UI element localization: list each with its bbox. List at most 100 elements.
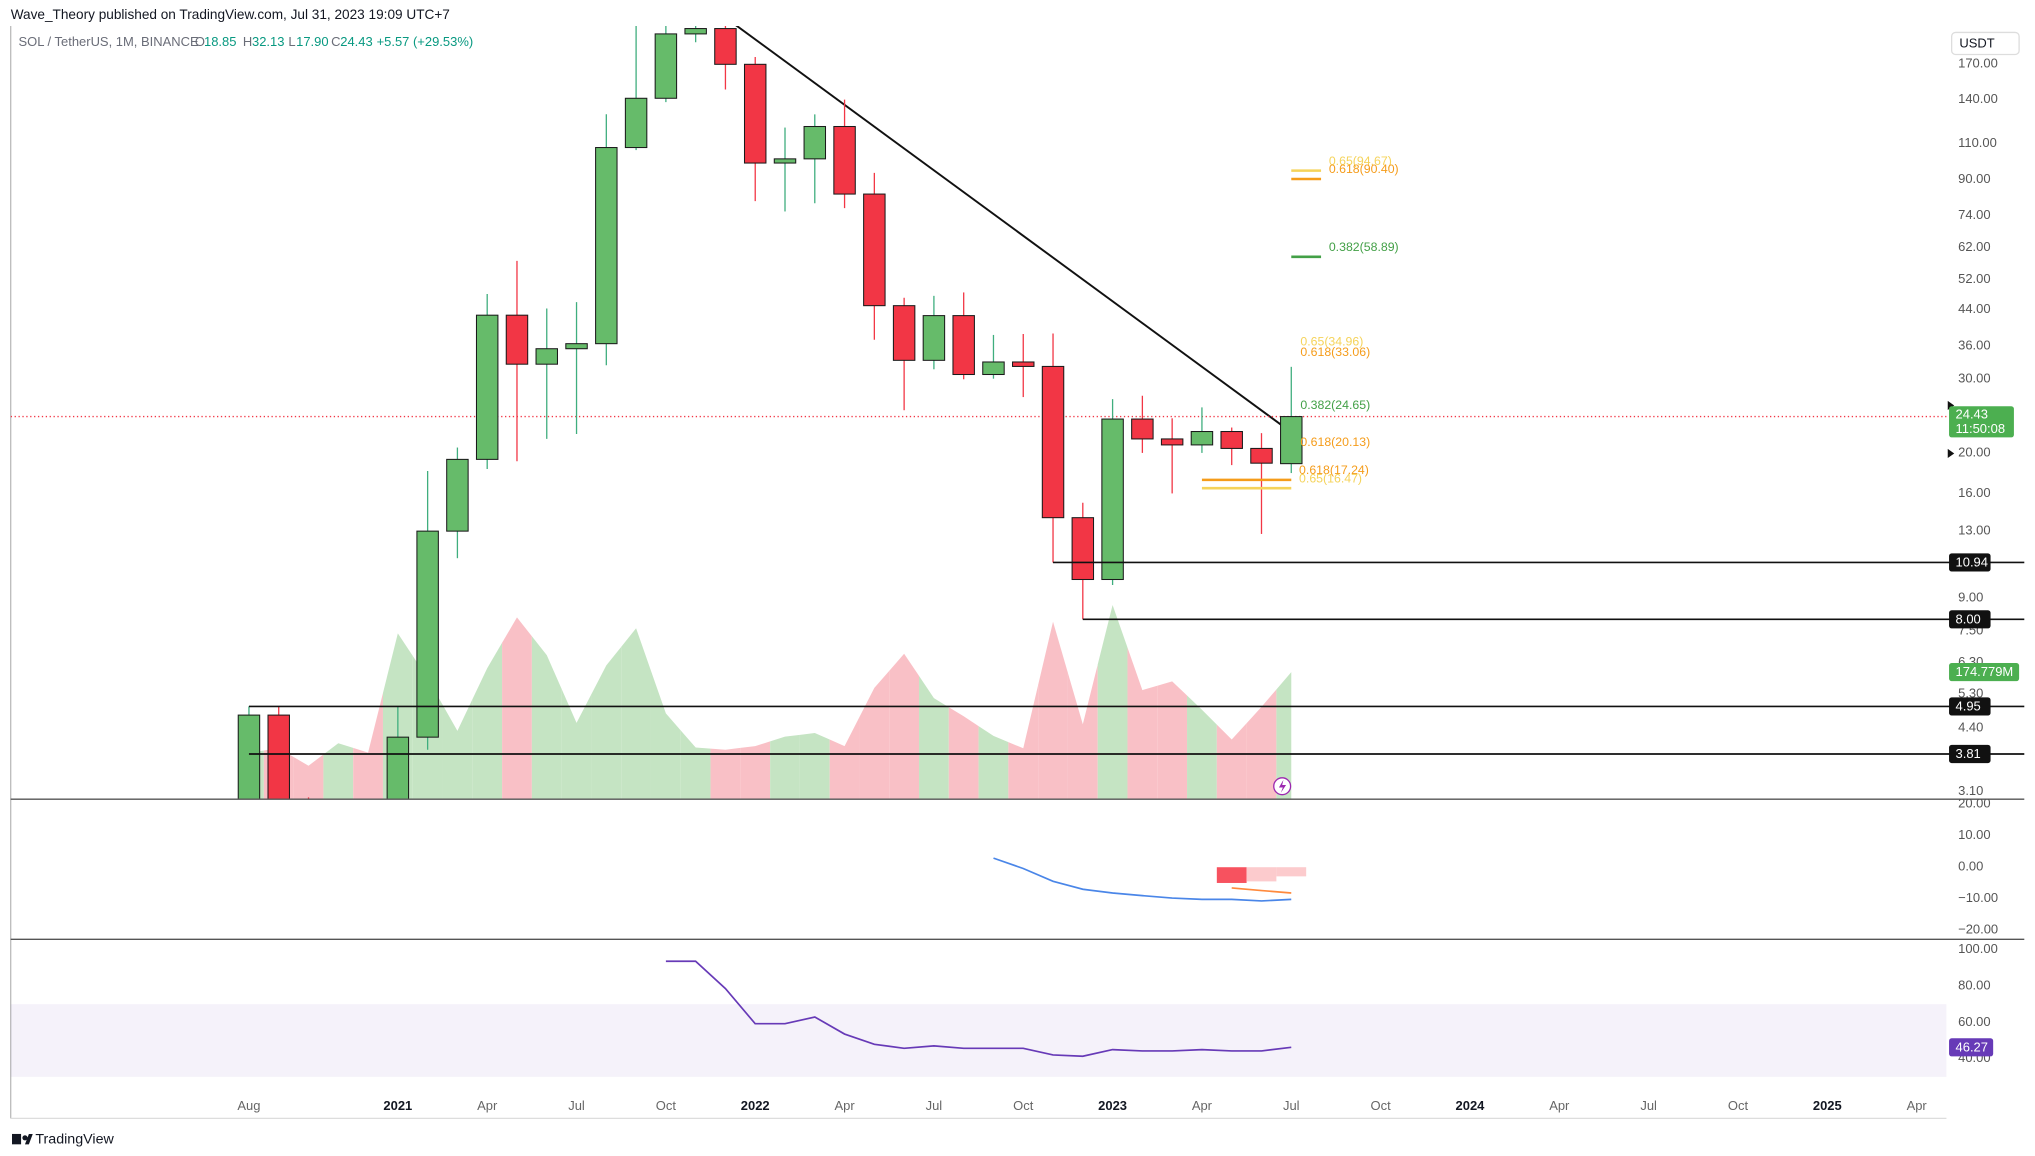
candle-body (1190, 431, 1214, 446)
ohlc-key: O (195, 34, 205, 49)
volume-area (680, 730, 711, 800)
ohlc-key: H (243, 34, 252, 49)
candle-body (1160, 438, 1184, 446)
volume-area (1187, 695, 1217, 800)
ohlc-value: 17.90 (296, 34, 328, 49)
signal-line (1231, 887, 1292, 894)
volume-area (591, 646, 622, 800)
rsi-label-box (1949, 1038, 1994, 1057)
level-label: 4.95 (1956, 699, 1981, 714)
x-tick-label: Jul (1640, 1098, 1657, 1113)
y-tick-label: 74.00 (1958, 207, 1990, 222)
volume-area (323, 743, 354, 800)
level-label-box (1949, 697, 1991, 716)
candle-body (684, 28, 707, 35)
y-tick-label: 110.00 (1958, 135, 1997, 150)
x-tick-label: Jul (1283, 1098, 1300, 1113)
volume-area (293, 754, 324, 800)
volume-area (442, 699, 473, 800)
volume-area (1276, 672, 1292, 800)
candle-body (505, 314, 529, 365)
y-tick-label: 5.30 (1958, 685, 1983, 700)
y-tick-label: 170.00 (1958, 56, 1998, 71)
candle-body (863, 193, 886, 307)
volume-area (978, 726, 1009, 800)
fib-label: 0.618(33.06) (1300, 345, 1370, 359)
x-tick-label: Oct (1013, 1098, 1034, 1113)
fib-label: 0.65(94.67) (1329, 154, 1392, 168)
candle-body (1071, 517, 1095, 581)
y-tick-label: 16.00 (1958, 485, 1990, 500)
fib-label: 0.618(17.24) (1299, 463, 1369, 477)
fib-label: 0.382(58.89) (1329, 240, 1399, 254)
x-tick-label: 2022 (741, 1098, 770, 1113)
candle-body (416, 530, 439, 738)
change: +5.57 (+29.53%) (377, 34, 474, 49)
volume-area (829, 717, 860, 800)
y-tick-label: 13.00 (1958, 523, 1990, 538)
x-tick-label: Apr (1192, 1098, 1213, 1113)
volume-area (799, 733, 830, 800)
currency-box[interactable] (1950, 31, 2020, 56)
x-tick-label: Apr (477, 1098, 498, 1113)
candle-body (475, 314, 499, 460)
candle-body (714, 28, 737, 65)
volume-area (1008, 685, 1039, 800)
event-icon-bolt (1278, 779, 1287, 793)
level-label: 8.00 (1956, 611, 1981, 626)
candle-body (1280, 416, 1303, 465)
candle-body (803, 125, 827, 160)
candle-body (743, 63, 767, 164)
rsi-band (10, 1004, 1947, 1077)
volume-area (889, 653, 920, 800)
footer-brand: TradingView (35, 1132, 114, 1148)
candle-body (535, 348, 558, 365)
level-label: 10.94 (1956, 555, 1988, 570)
ohlc-value: 18.85 (204, 34, 236, 49)
candle-body (773, 158, 797, 164)
y-tick-label: 4.40 (1958, 719, 1983, 734)
candle-body (833, 125, 856, 195)
symbol: SOL / TetherUS, 1M, BINANCE (18, 34, 199, 49)
x-tick-label: 2025 (1813, 1098, 1842, 1113)
volume-area (1246, 689, 1277, 800)
candle-body (1250, 447, 1273, 464)
last-price: 24.43 (1956, 407, 1988, 422)
trendline (735, 25, 1283, 427)
rsi-tick-label: 100.00 (1958, 941, 1998, 956)
y-tick-label: 90.00 (1958, 171, 1990, 186)
rsi-tick-label: 60.00 (1958, 1014, 1990, 1029)
x-tick-label: Apr (834, 1098, 855, 1113)
y-tick-label: 140.00 (1958, 91, 1998, 106)
macd-line (993, 857, 1292, 902)
rsi-tick-label: 80.00 (1958, 977, 1990, 992)
x-tick-label: Aug (237, 1098, 260, 1113)
macd-pane (993, 857, 1307, 902)
bar-countdown: 11:50:08 (1956, 421, 2006, 436)
candle-body (654, 33, 678, 99)
candle-body (386, 736, 410, 800)
volume-area (1038, 621, 1068, 800)
volume-area (710, 747, 741, 800)
volume-area (650, 670, 681, 800)
macd-histogram-bar (1216, 867, 1247, 883)
x-tick-label: Oct (1371, 1098, 1392, 1113)
y-tick-label: 62.00 (1958, 239, 1990, 254)
level-label-box (1949, 610, 1991, 629)
ohlc-value: 32.13 (252, 34, 284, 49)
level-label-box (1949, 744, 1991, 764)
level-label-box (1949, 553, 1991, 572)
candle-body (595, 147, 618, 345)
y-tick-label: 52.00 (1958, 271, 1990, 286)
x-tick-label: Jul (926, 1098, 943, 1113)
y-tick-label: 20.00 (1958, 444, 1990, 459)
candle-body (1220, 431, 1243, 449)
candle-body (922, 315, 946, 361)
x-tick-label: Oct (656, 1098, 677, 1113)
x-tick-label: 2023 (1098, 1098, 1127, 1113)
candle-body (1012, 361, 1035, 367)
y-tick-label: 36.00 (1958, 338, 1990, 353)
macd-tick-label: 10.00 (1958, 827, 1990, 842)
volume-area (1067, 664, 1098, 800)
